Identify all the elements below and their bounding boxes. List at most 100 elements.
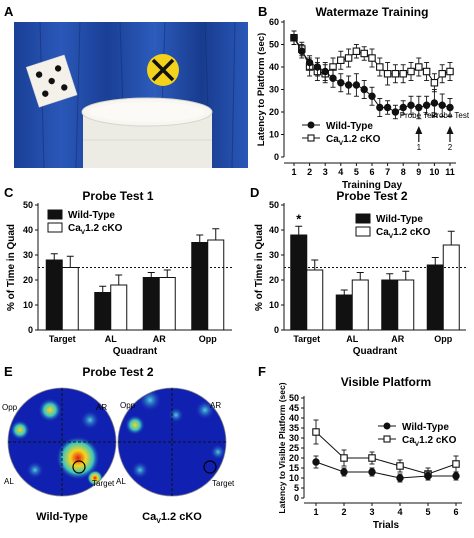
y-tick-label: 60	[269, 17, 279, 27]
data-point	[360, 49, 368, 58]
bar-group	[426, 257, 444, 331]
data-point	[396, 462, 404, 470]
hotspot-target	[56, 436, 100, 480]
legend-marker	[307, 134, 315, 142]
y-tick-label: 40	[269, 62, 279, 72]
legend-marker	[383, 422, 391, 430]
bar	[335, 294, 353, 331]
bar	[306, 269, 324, 331]
legend-label: CaV1.2 cKO	[402, 435, 457, 448]
probe-test-annotation: Probe Test 2	[431, 111, 470, 152]
data-point	[430, 99, 439, 107]
annotation-text: Probe Test	[400, 111, 439, 120]
chart-title: Probe Test 2	[336, 189, 407, 203]
panel-letter-c: C	[4, 185, 14, 200]
y-tick-label: 20	[23, 275, 33, 285]
bar-group	[306, 259, 324, 331]
y-tick-label: 0	[28, 325, 33, 335]
y-tick-label: 10	[269, 130, 279, 140]
quadrant-label-al: AL	[4, 477, 14, 486]
data-point	[438, 101, 446, 109]
y-tick-label: 10	[289, 473, 299, 483]
bar	[142, 277, 160, 331]
data-point	[415, 103, 423, 112]
bar	[290, 234, 308, 331]
chart-d: Probe Test 2 0 10 20 30 40 50 % of Time in Quad…	[254, 189, 466, 357]
data-point	[424, 472, 432, 480]
platform-circle	[203, 460, 217, 474]
data-point	[452, 472, 460, 480]
legend-label: CaV1.2 cKO	[376, 227, 431, 240]
data-point	[337, 79, 345, 87]
platform-circle	[72, 460, 86, 474]
data-point	[376, 63, 384, 71]
bar-group	[351, 272, 369, 331]
heatmap-caption-cko: CaV1.2 cKO	[142, 511, 202, 525]
data-point	[368, 468, 376, 476]
data-point	[312, 428, 320, 436]
legend: Wild-Type CaV1.2 cKO	[378, 422, 457, 448]
dots-cue-card	[25, 54, 78, 108]
x-tick-label: 6	[453, 507, 458, 517]
x-tick-label: 11	[445, 167, 455, 177]
bar	[158, 277, 176, 331]
legend: Wild-Type CaV1.2 cKO	[47, 209, 123, 236]
series-wild-type	[290, 30, 454, 120]
bar	[397, 279, 415, 331]
x-tick-label: AL	[105, 334, 117, 344]
legend-label: Wild-Type	[326, 121, 373, 132]
data-point	[368, 54, 376, 62]
quadrant-label-ar: AR	[96, 403, 107, 412]
data-point	[396, 474, 404, 482]
quadrant-label-opp: Opp	[2, 403, 18, 412]
y-tick-label: 15	[289, 463, 299, 473]
hotspot-al	[125, 415, 145, 435]
chart-title: Visible Platform	[341, 375, 431, 389]
x-tick-label: 4	[397, 507, 402, 517]
data-point	[376, 103, 384, 112]
x-tick-label: Target	[49, 334, 76, 344]
x-tick-label: 1	[291, 167, 296, 177]
data-point	[340, 454, 348, 462]
y-tick-label: 0	[294, 493, 299, 503]
y-tick-label: 20	[269, 275, 279, 285]
bar-group	[207, 228, 225, 331]
data-point	[360, 85, 368, 94]
panel-letter-d: D	[250, 185, 259, 200]
data-point	[399, 103, 407, 112]
bar	[94, 292, 112, 331]
data-point	[391, 108, 400, 116]
x-tick-label: AR	[153, 334, 166, 344]
y-axis-label: % of Time in Quad	[254, 224, 265, 311]
y-tick-label: 25	[289, 443, 299, 453]
data-point	[391, 70, 400, 78]
bar	[61, 267, 79, 331]
y-tick-label: 50	[269, 200, 279, 210]
bar	[426, 264, 444, 331]
data-point	[415, 63, 423, 71]
annotation-text: Probe Test	[431, 111, 470, 120]
y-axis-label: Latency to Visible Platform (sec)	[277, 382, 287, 513]
hotspot-opp	[138, 388, 162, 412]
data-point	[383, 70, 392, 78]
x-tick-label: AL	[346, 334, 358, 344]
x-tick-label: AR	[391, 334, 404, 344]
data-point	[290, 34, 298, 42]
x-tick-label: Opp	[434, 334, 452, 344]
bar-group	[142, 272, 160, 331]
y-tick-label: 20	[269, 107, 279, 117]
bar-group	[397, 270, 415, 331]
hotspot-lower-left	[26, 461, 44, 479]
data-point	[298, 47, 306, 55]
x-tick-label: 5	[425, 507, 430, 517]
x-tick-label: 1	[313, 507, 318, 517]
heatmap-panel: Probe Test 2 Opp AR AL Target	[2, 365, 235, 525]
x-tick-label: 2	[307, 167, 312, 177]
panel-letter-e: E	[4, 364, 13, 379]
legend-marker	[307, 121, 315, 129]
curtain-folds	[39, 21, 236, 169]
bar-group	[94, 285, 112, 331]
data-point	[313, 63, 322, 71]
